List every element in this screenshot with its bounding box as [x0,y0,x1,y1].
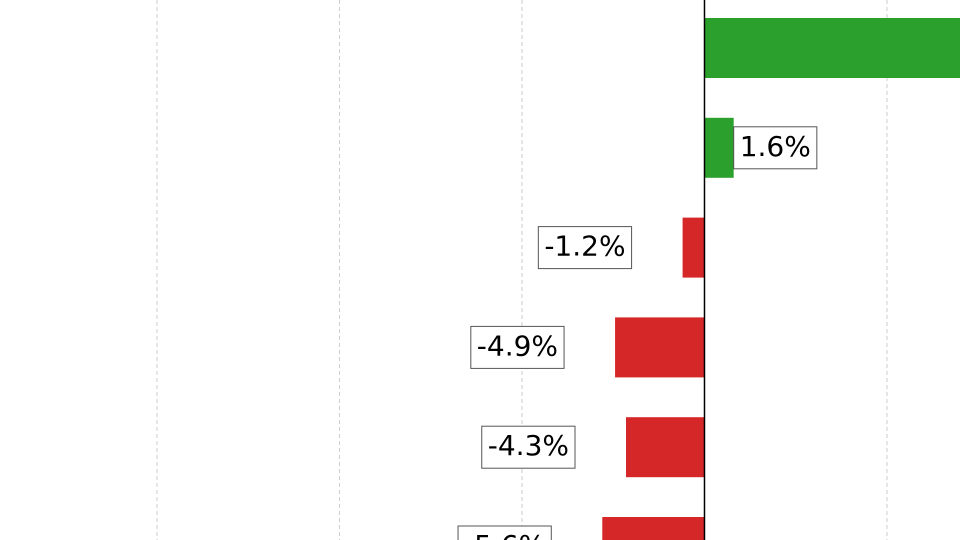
value-label: -4.3% [488,429,569,462]
value-label-box [470,325,565,369]
bar [704,117,734,178]
value-label: -1.2% [544,230,625,263]
value-label-box [733,126,818,170]
bar [626,417,705,478]
value-label-box [481,425,576,469]
bar [704,18,960,78]
value-label: -4.9% [477,329,558,362]
value-label: -5.6% [464,529,545,540]
value-label: 1.6% [740,130,811,163]
bar [615,317,705,378]
value-label-box [457,525,552,540]
bar [602,517,705,540]
bar [682,217,705,278]
value-label-box [537,226,633,270]
